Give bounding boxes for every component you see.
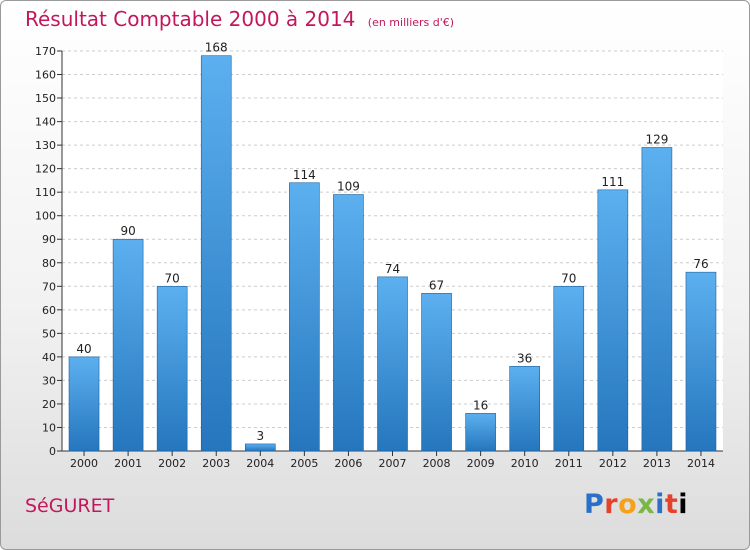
bar-value-label: 40 — [76, 342, 91, 356]
bar-value-label: 70 — [165, 271, 180, 285]
bar-value-label: 109 — [337, 180, 360, 194]
y-tick-label: 60 — [42, 304, 56, 317]
bar-value-label: 90 — [120, 224, 135, 238]
x-tick-label: 2011 — [555, 457, 583, 470]
x-tick-label: 2001 — [114, 457, 142, 470]
y-tick-label: 80 — [42, 257, 56, 270]
x-tick-label: 2004 — [246, 457, 274, 470]
y-tick-label: 100 — [35, 210, 56, 223]
logo-letter: t — [664, 489, 679, 520]
y-tick-label: 110 — [35, 186, 56, 199]
y-tick-label: 50 — [42, 327, 56, 340]
bar — [112, 238, 144, 452]
bar-value-label: 74 — [385, 262, 400, 276]
bar — [289, 182, 320, 452]
y-tick-label: 20 — [42, 398, 56, 411]
town-name: SéGURET — [25, 495, 115, 517]
y-tick-label: 120 — [35, 163, 56, 176]
x-tick-label: 2010 — [511, 457, 539, 470]
x-tick-label: 2000 — [70, 457, 98, 470]
bar — [421, 293, 452, 452]
bar — [377, 276, 408, 452]
x-tick-label: 2009 — [467, 457, 495, 470]
logo-letter: P — [584, 489, 605, 520]
y-tick-label: 0 — [49, 445, 56, 458]
y-tick-label: 10 — [42, 421, 56, 434]
bar — [509, 365, 541, 452]
y-tick-label: 150 — [35, 92, 56, 105]
y-tick-label: 170 — [35, 45, 56, 58]
bar — [465, 413, 496, 452]
y-tick-label: 90 — [42, 233, 56, 246]
chart-title: Résultat Comptable 2000 à 2014 (en milli… — [25, 7, 454, 31]
bar-value-label: 16 — [473, 398, 488, 412]
chart-subtitle: (en milliers d'€) — [367, 16, 455, 29]
bar-value-label: 114 — [293, 168, 316, 182]
x-tick-label: 2007 — [379, 457, 407, 470]
y-tick-label: 130 — [35, 139, 56, 152]
chart-title-text: Résultat Comptable 2000 à 2014 — [25, 7, 356, 31]
bar-value-label: 3 — [256, 429, 264, 443]
x-tick-label: 2006 — [334, 457, 362, 470]
x-tick-label: 2003 — [202, 457, 230, 470]
logo-letter: x — [637, 489, 656, 520]
y-tick-label: 70 — [42, 280, 56, 293]
y-tick-label: 30 — [42, 374, 56, 387]
bar-value-label: 76 — [693, 257, 708, 271]
logo-letter: i — [678, 489, 689, 520]
bar — [68, 356, 100, 452]
bar-value-label: 67 — [429, 278, 444, 292]
y-tick-label: 40 — [42, 351, 56, 364]
bar — [553, 285, 585, 452]
logo-letter: r — [604, 489, 619, 520]
bar-value-label: 70 — [561, 271, 576, 285]
bar — [641, 147, 673, 452]
bar-value-label: 129 — [645, 132, 668, 146]
bar-value-label: 111 — [601, 175, 624, 189]
logo-letter: o — [618, 489, 638, 520]
bar — [597, 189, 629, 452]
y-tick-label: 140 — [35, 116, 56, 129]
bar — [245, 443, 276, 452]
y-tick-label: 160 — [35, 69, 56, 82]
x-tick-label: 2002 — [158, 457, 186, 470]
x-tick-label: 2014 — [687, 457, 715, 470]
logo-letter: i — [655, 489, 665, 520]
bar-value-label: 168 — [205, 41, 228, 55]
proxiti-logo: Proxiti — [584, 489, 688, 520]
bar — [200, 55, 232, 452]
bar — [333, 194, 364, 452]
x-tick-label: 2013 — [643, 457, 671, 470]
x-tick-label: 2005 — [290, 457, 318, 470]
x-tick-label: 2008 — [423, 457, 451, 470]
bar — [685, 271, 717, 452]
bar — [156, 285, 188, 452]
bar-value-label: 36 — [517, 351, 532, 365]
x-tick-label: 2012 — [599, 457, 627, 470]
